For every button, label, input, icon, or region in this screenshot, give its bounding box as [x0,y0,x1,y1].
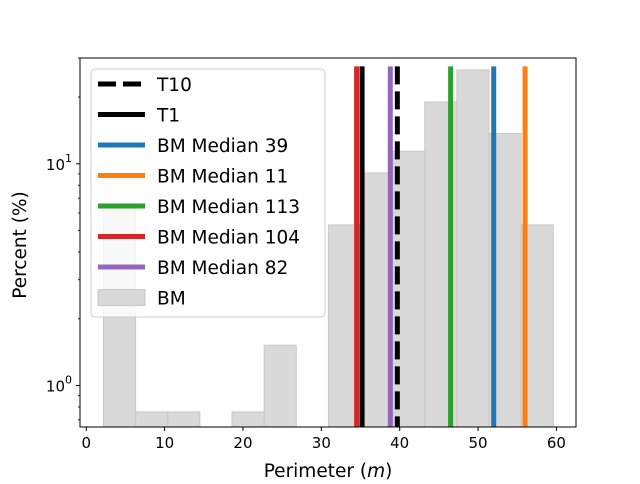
histogram-bar [456,69,490,428]
plot-frame [79,57,577,428]
legend-label: T1 [156,106,180,127]
legend: T10 T1 BM Median 39 BM Median 11 BM Median 1… [90,68,326,318]
x-tick-label: 20 [233,434,252,452]
legend-label: BM Median 104 [157,228,300,249]
vertical-lines [354,66,528,427]
x-axis-ticks: 0 10 20 30 40 50 60 [81,427,566,452]
legend-swatch [97,289,146,306]
histogram-bar [135,411,169,428]
y-axis-label: Percent (%) [10,191,31,299]
x-tick-label: 50 [469,434,488,452]
legend-label: BM [157,289,186,310]
legend-label: BM Median 11 [157,167,288,188]
legend-label: BM Median 39 [157,136,288,157]
legend-label: T10 [156,75,192,96]
legend-label: BM Median 82 [157,258,288,279]
y-axis-ticks: 100 101 [46,57,80,421]
x-tick-label: 10 [155,434,174,452]
histogram-bar [263,344,297,428]
x-tick-label: 0 [81,434,91,452]
x-tick-label: 30 [312,434,331,452]
x-axis-label: Perimeter (m) [264,461,393,480]
histogram-bar [231,411,265,428]
x-tick-label: 60 [547,434,566,452]
x-tick-label: 40 [390,434,409,452]
legend-frame [90,68,326,318]
histogram-bar [167,411,201,428]
histogram-bars [103,69,554,428]
y-tick-label: 100 [46,374,72,396]
y-tick-label: 101 [46,152,72,174]
legend-label: BM Median 113 [157,197,300,218]
